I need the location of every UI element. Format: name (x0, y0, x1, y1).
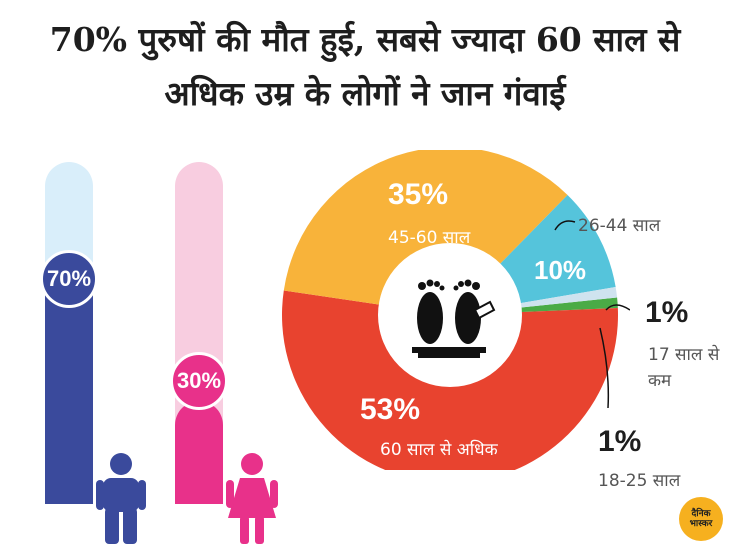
slice-under17-label: 17 साल से कम (648, 345, 720, 391)
donut-center (378, 243, 522, 387)
donut-slice-1 (283, 150, 568, 315)
age-donut-chart (282, 150, 630, 470)
dainik-bhaskar-logo: दैनिक भास्कर (679, 497, 723, 541)
slice-45-60-label: 45-60 साल (388, 228, 471, 248)
slice-60plus-value: 53% (360, 393, 421, 426)
female-value-badge: 30% (170, 352, 228, 410)
female-bar-fill (175, 401, 223, 504)
slice-26-44-label: 26-44 साल (578, 216, 661, 236)
chart-title-line2: अधिक उम्र के लोगों ने जान गंवाई (164, 74, 566, 113)
slice-60plus-label: 60 साल से अधिक (380, 440, 498, 460)
slice-18-25-label: 18-25 साल (598, 471, 681, 491)
female-bar-label: महिला (170, 512, 208, 531)
male-person-icon (96, 453, 146, 544)
slice-18-25-value: 1% (598, 425, 642, 458)
feet-icon (412, 279, 496, 358)
slice-45-60-value: 35% (388, 178, 449, 211)
female-person-icon (226, 453, 278, 544)
slice-under17-value: 1% (645, 296, 689, 329)
male-value-badge: 70% (40, 250, 98, 308)
slice-26-44-value: 10% (534, 255, 587, 285)
chart-title-line1: 70% पुरुषों की मौत हुई, सबसे ज्यादा 60 स… (49, 20, 681, 59)
male-bar-label: पुरुष (48, 512, 76, 531)
